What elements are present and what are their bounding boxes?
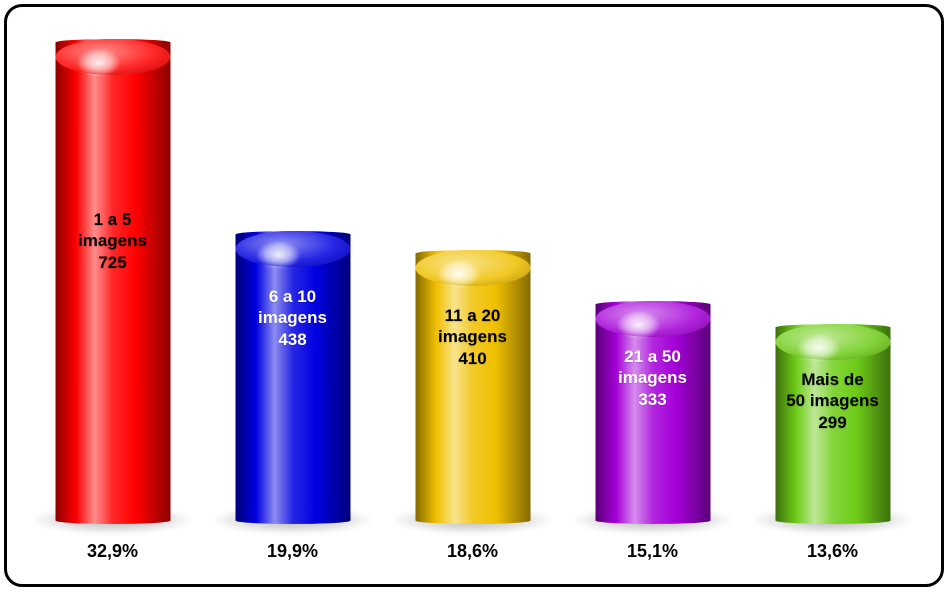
bar-body [415,250,530,524]
x-axis-label: 13,6% [807,541,858,562]
bar: Mais de50 imagens299 [775,324,890,524]
x-axis-label: 19,9% [267,541,318,562]
bar-cylinder [595,301,710,524]
plot-area: 1 a 5imagens725 6 a 10imagens438 11 a 20im… [7,17,941,524]
bar-cylinder [55,39,170,524]
bar-cylinder [775,324,890,524]
x-axis-label: 18,6% [447,541,498,562]
bar: 1 a 5imagens725 [55,39,170,524]
bar-body [235,231,350,524]
chart-frame: 1 a 5imagens725 6 a 10imagens438 11 a 20im… [4,4,944,587]
bar: 6 a 10imagens438 [235,231,350,524]
bar: 21 a 50imagens333 [595,301,710,524]
bar: 11 a 20imagens410 [415,250,530,524]
bar-body [775,324,890,524]
bar-cylinder [415,250,530,524]
x-axis-label: 15,1% [627,541,678,562]
bar-body [595,301,710,524]
x-axis-label: 32,9% [87,541,138,562]
bar-cylinder [235,231,350,524]
bar-body [55,39,170,524]
